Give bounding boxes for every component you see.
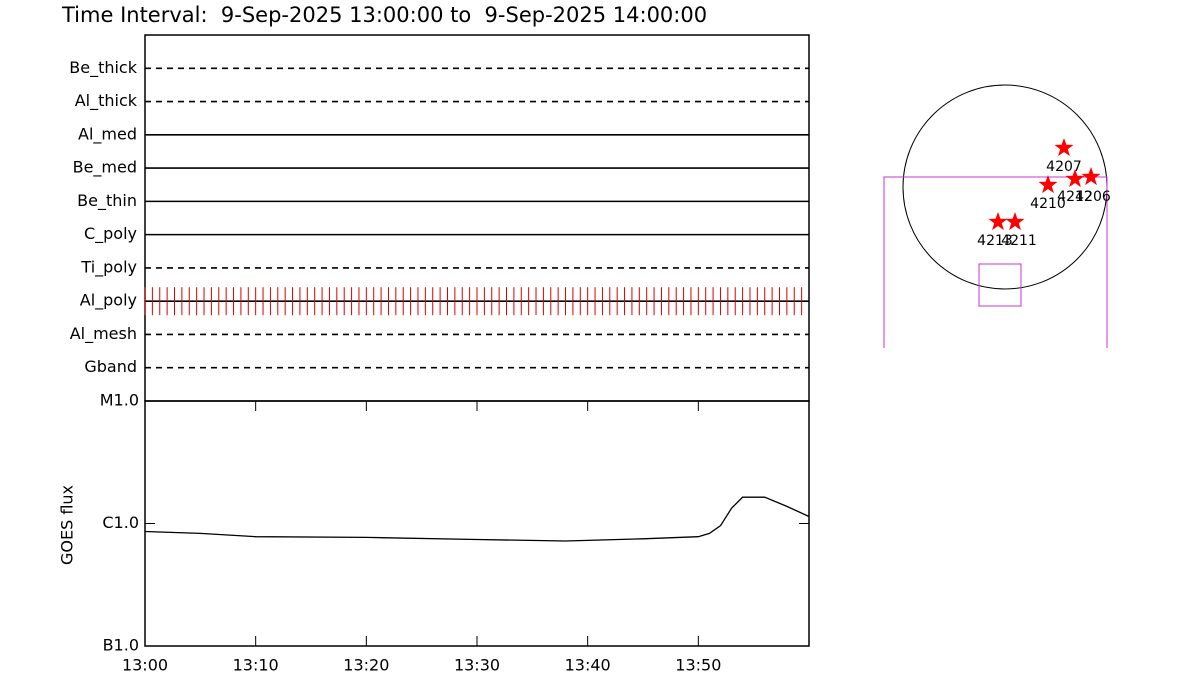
x-tick-label: 13:40 — [565, 656, 611, 675]
filter-label: Al_poly — [80, 291, 137, 311]
region-label: 4206 — [1075, 189, 1111, 205]
y-tick-label: M1.0 — [100, 391, 139, 410]
y-tick-label: C1.0 — [102, 513, 139, 532]
region-star — [1005, 212, 1025, 231]
solar-disk — [902, 84, 1108, 290]
region-star — [1054, 138, 1074, 157]
sun-disk-view: 4207 4210 4212 4206 4213 4211 — [883, 84, 1111, 348]
x-tick-label: 13:20 — [343, 656, 389, 675]
fov-box — [978, 263, 1022, 307]
filter-label: Al_mesh — [70, 324, 137, 344]
region-label: 4213 — [977, 233, 1013, 249]
y-tick-label: B1.0 — [103, 636, 139, 655]
filter-label: Be_thick — [69, 58, 137, 78]
filter-label: Al_thick — [75, 91, 138, 111]
filter-label: Gband — [84, 357, 137, 376]
region-label: 4212 — [1057, 189, 1093, 205]
filter-label: Ti_poly — [80, 257, 137, 277]
filter-label: C_poly — [84, 224, 137, 244]
filter-label: Al_med — [78, 124, 137, 144]
region-star — [988, 212, 1008, 231]
region-star — [1081, 167, 1101, 186]
region-star — [1038, 175, 1058, 194]
region-label: 4210 — [1030, 196, 1066, 212]
region-label: 4211 — [1001, 233, 1037, 249]
fov-outline — [883, 176, 1108, 348]
filter-label: Be_med — [73, 158, 137, 178]
y-axis-label: GOES flux — [58, 485, 77, 565]
filter-panel — [144, 34, 810, 402]
x-tick-label: 13:50 — [675, 656, 721, 675]
region-label: 4207 — [1046, 159, 1082, 175]
x-tick-label: 13:00 — [122, 656, 168, 675]
goes-curve — [144, 496, 810, 542]
chart-title: Time Interval: 9-Sep-2025 13:00:00 to 9-… — [61, 3, 707, 27]
filter-label: Be_thin — [77, 191, 137, 211]
goes-panel — [144, 400, 810, 647]
x-tick-label: 13:30 — [454, 656, 500, 675]
x-tick-label: 13:10 — [233, 656, 279, 675]
